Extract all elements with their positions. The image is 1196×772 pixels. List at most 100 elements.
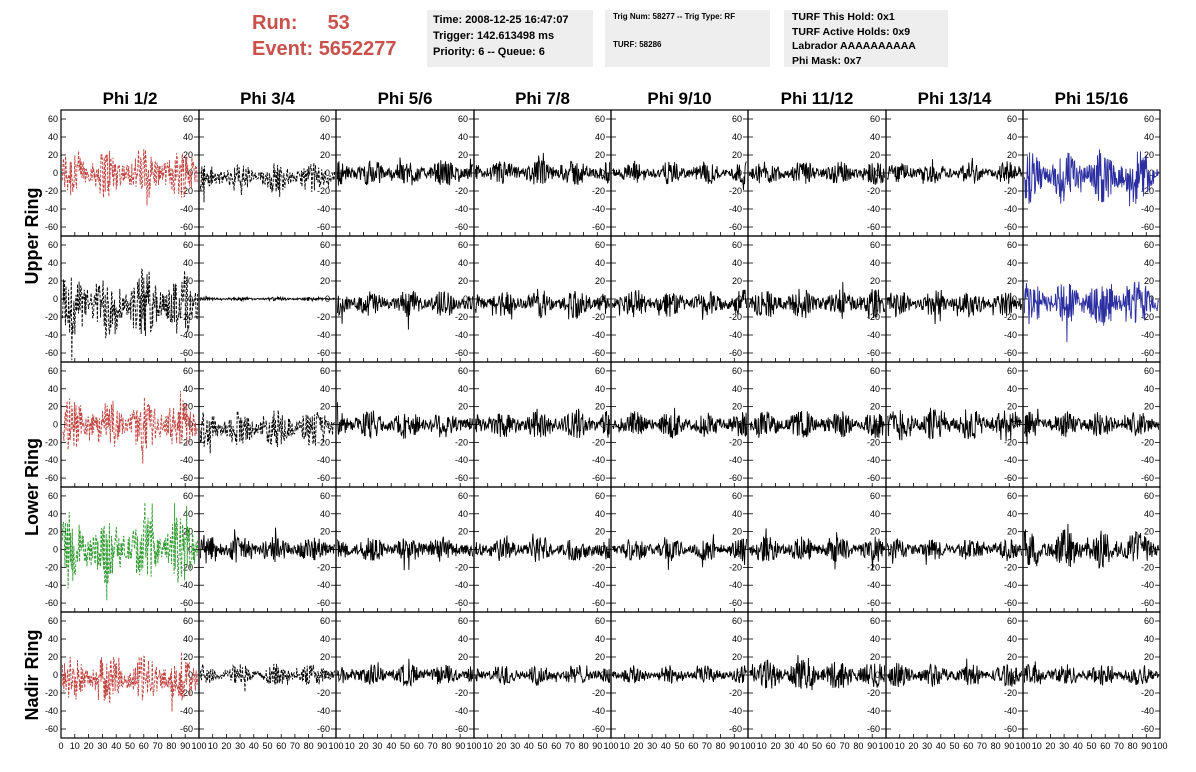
y-tick-label: 0 (53, 545, 58, 555)
y-tick-label: -20 (317, 186, 330, 196)
y-tick-label: -60 (592, 222, 605, 232)
ring-title: Upper Ring (22, 188, 42, 285)
x-tick-label: 40 (111, 741, 121, 751)
run-value: 53 (327, 12, 350, 34)
labrador-line: Labrador AAAAAAAAAA (792, 40, 916, 52)
y-tick-label: 60 (1144, 240, 1154, 250)
y-tick-label: 0 (53, 168, 58, 178)
y-tick-label: -40 (1004, 455, 1017, 465)
x-tick-label: 10 (1032, 741, 1042, 751)
y-tick-label: -20 (592, 437, 605, 447)
x-tick-label: 90 (592, 741, 602, 751)
x-tick-label: 50 (812, 741, 822, 751)
y-tick-label: -60 (455, 222, 468, 232)
y-tick-label: -60 (1141, 724, 1154, 734)
x-tick-label: 10 (345, 741, 355, 751)
y-tick-label: 60 (183, 240, 193, 250)
y-tick-label: 40 (1007, 634, 1017, 644)
y-tick-label: 20 (458, 527, 468, 537)
y-tick-label: 0 (1149, 168, 1154, 178)
y-tick-label: 40 (595, 384, 605, 394)
x-tick-label: 60 (139, 741, 149, 751)
y-tick-label: -20 (455, 312, 468, 322)
trig-num-line: Trig Num: 58277 -- Trig Type: RF (613, 12, 736, 21)
y-tick-label: -60 (729, 348, 742, 358)
turf-num-line: TURF: 58286 (613, 40, 662, 49)
y-tick-label: 60 (732, 366, 742, 376)
y-tick-label: -20 (180, 562, 193, 572)
y-tick-label: -40 (867, 580, 880, 590)
y-tick-label: 20 (320, 402, 330, 412)
y-tick-label: -40 (592, 580, 605, 590)
x-tick-label: 10 (620, 741, 630, 751)
y-tick-label: 60 (870, 114, 880, 124)
y-tick-label: 40 (458, 634, 468, 644)
waveform-trace (611, 534, 748, 570)
column-title: Phi 3/4 (240, 89, 295, 108)
y-tick-label: -60 (45, 222, 58, 232)
x-tick-label: 30 (97, 741, 107, 751)
y-tick-label: 60 (1007, 366, 1017, 376)
y-tick-label: 20 (458, 402, 468, 412)
x-tick-label: 90 (1004, 741, 1014, 751)
y-tick-label: 0 (463, 670, 468, 680)
y-tick-label: 20 (595, 652, 605, 662)
y-tick-label: -40 (592, 330, 605, 340)
waveform-trace (748, 161, 886, 185)
x-tick-label: 90 (455, 741, 465, 751)
x-tick-label: 10 (895, 741, 905, 751)
x-tick-label: 70 (977, 741, 987, 751)
y-tick-label: 40 (320, 384, 330, 394)
column-title: Phi 1/2 (103, 89, 158, 108)
y-tick-label: 0 (600, 168, 605, 178)
waveform-trace (474, 288, 611, 320)
y-tick-label: 20 (320, 150, 330, 160)
x-tick-label: 20 (84, 741, 94, 751)
y-tick-label: 40 (870, 509, 880, 519)
y-tick-label: 0 (188, 670, 193, 680)
y-tick-label: 60 (1144, 491, 1154, 501)
x-tick-label: 80 (579, 741, 589, 751)
y-tick-label: 60 (48, 366, 58, 376)
y-tick-label: -40 (317, 204, 330, 214)
y-tick-label: 40 (458, 258, 468, 268)
y-tick-label: -40 (180, 580, 193, 590)
y-tick-label: -40 (592, 455, 605, 465)
x-tick-label: 30 (784, 741, 794, 751)
y-tick-label: -60 (1004, 598, 1017, 608)
x-tick-label: 80 (166, 741, 176, 751)
y-tick-label: -20 (455, 186, 468, 196)
panel-frame (335, 611, 475, 739)
waveform-trace (474, 665, 611, 687)
y-tick-label: -40 (867, 455, 880, 465)
y-tick-label: -20 (180, 186, 193, 196)
x-tick-label: 60 (414, 741, 424, 751)
waveform-trace (336, 536, 474, 571)
x-tick-label: 40 (936, 741, 946, 751)
y-tick-label: 40 (183, 384, 193, 394)
y-tick-label: 40 (595, 132, 605, 142)
y-tick-label: 40 (320, 634, 330, 644)
y-tick-label: 20 (48, 402, 58, 412)
y-tick-label: 40 (870, 258, 880, 268)
y-tick-label: 40 (48, 634, 58, 644)
turf-active-line: TURF Active Holds: 0x9 (792, 25, 911, 38)
x-tick-label: 100 (878, 741, 893, 751)
y-tick-label: -40 (45, 204, 58, 214)
run-label: Run: (252, 12, 298, 34)
y-tick-label: 20 (1007, 402, 1017, 412)
x-tick-label: 10 (70, 741, 80, 751)
x-tick-label: 50 (674, 741, 684, 751)
x-tick-label: 50 (125, 741, 135, 751)
y-tick-label: -20 (317, 562, 330, 572)
y-tick-label: -20 (729, 437, 742, 447)
y-tick-label: 60 (458, 114, 468, 124)
y-tick-label: -40 (729, 580, 742, 590)
y-tick-label: 40 (732, 132, 742, 142)
